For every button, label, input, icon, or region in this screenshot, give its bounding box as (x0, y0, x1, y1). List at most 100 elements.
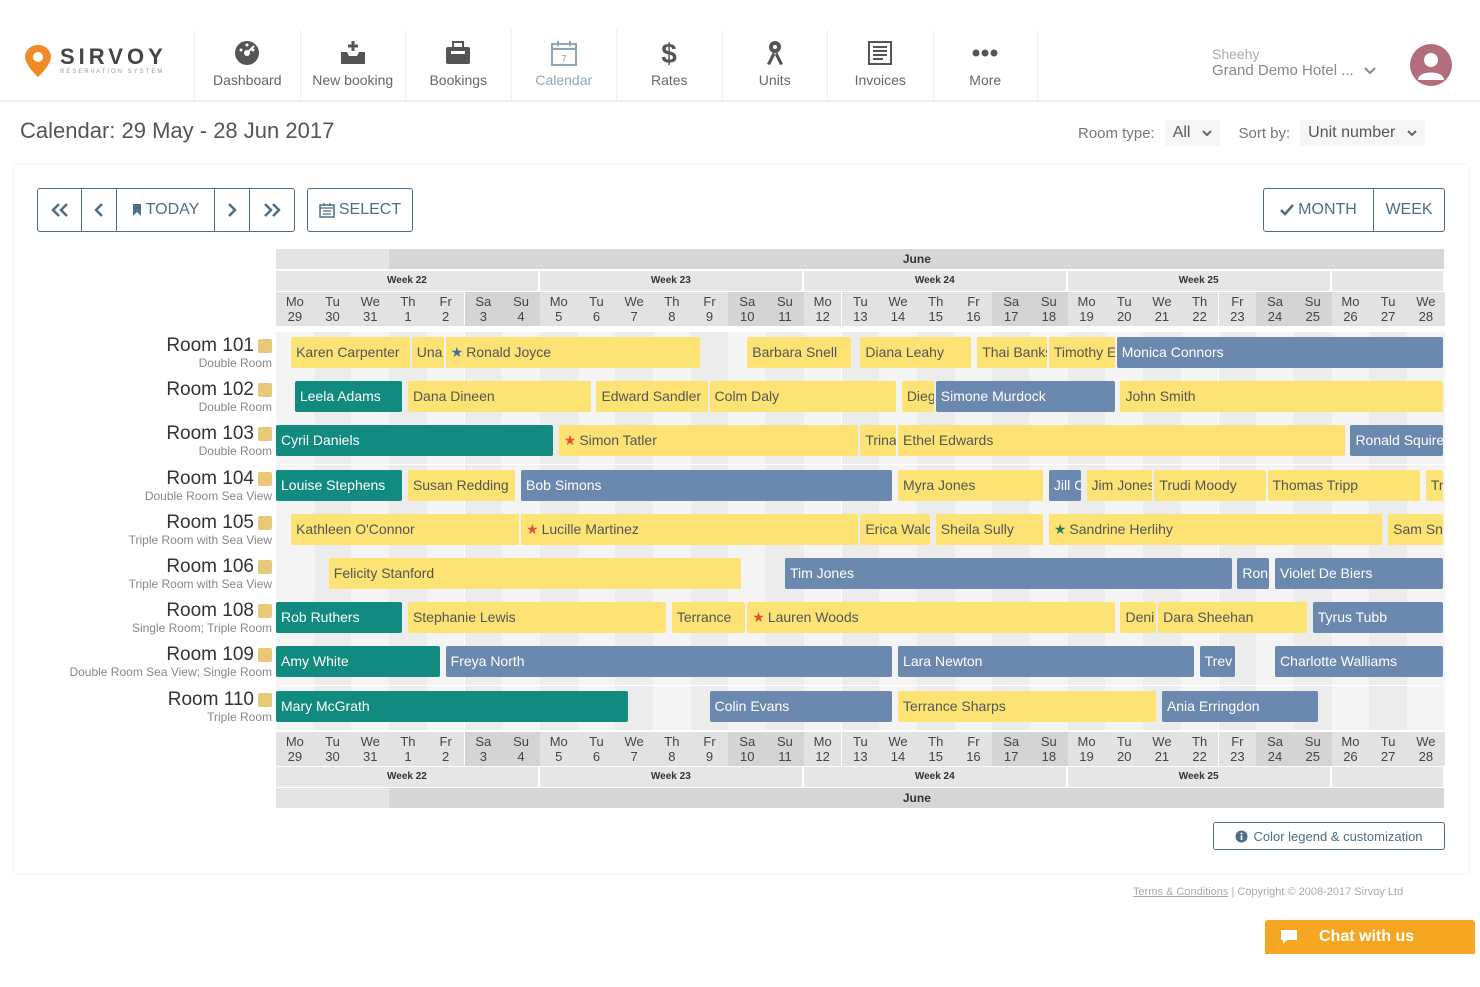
day-header[interactable]: Tu 27 (1369, 292, 1407, 326)
booking-bar[interactable]: John Smith (1120, 381, 1443, 413)
day-header[interactable]: Sa 3 (464, 292, 503, 326)
day-cell[interactable] (1369, 685, 1407, 730)
avatar[interactable] (1410, 44, 1452, 86)
user-menu[interactable]: Sheehy Grand Demo Hotel ... (1212, 46, 1392, 79)
booking-bar[interactable]: Leela Adams (294, 381, 403, 413)
day-header[interactable]: We 14 (879, 731, 917, 766)
booking-bar[interactable]: Sam Sn (1388, 513, 1443, 545)
booking-bar[interactable]: ★ Lucille Martinez (521, 513, 859, 545)
day-header[interactable]: We 7 (615, 731, 653, 766)
booking-bar[interactable]: Susan Redding (407, 469, 516, 501)
day-header[interactable]: Su 25 (1293, 292, 1332, 326)
nav-invoices[interactable]: Invoices (827, 30, 933, 102)
booking-bar[interactable]: Sheila Sully (935, 513, 1044, 545)
booking-bar[interactable]: Jill C (1048, 469, 1081, 501)
day-header[interactable]: Sa 10 (728, 292, 767, 326)
day-header[interactable]: Mo 29 (276, 731, 314, 766)
nav-new-booking[interactable]: New booking (299, 30, 406, 102)
day-header[interactable]: Fr 16 (954, 292, 993, 326)
day-header[interactable]: Su 11 (766, 292, 804, 326)
edit-icon[interactable] (258, 383, 272, 398)
day-header[interactable]: Th 15 (916, 731, 955, 766)
day-header[interactable]: We 31 (351, 292, 390, 326)
booking-bar[interactable]: Ron (1237, 558, 1270, 589)
booking-bar[interactable]: Colm Daly (709, 381, 897, 413)
booking-bar[interactable]: Felicity Stanford (328, 558, 742, 589)
booking-bar[interactable]: Violet De Biers (1275, 558, 1443, 589)
day-header[interactable]: Fr 2 (426, 731, 465, 766)
day-cell[interactable] (1331, 685, 1370, 730)
booking-bar[interactable]: Trudi Moody (1154, 469, 1266, 501)
day-header[interactable]: We 14 (879, 292, 917, 326)
day-header[interactable]: Su 18 (1030, 292, 1068, 326)
day-header[interactable]: Th 1 (389, 731, 427, 766)
day-header[interactable]: Th 8 (653, 292, 691, 326)
booking-bar[interactable]: Ethel Edwards (898, 425, 1345, 457)
booking-bar[interactable]: Barbara Snell (747, 337, 851, 368)
nav-dashboard[interactable]: Dashboard (194, 30, 300, 102)
booking-bar[interactable]: Karen Carpenter (291, 337, 410, 368)
booking-bar[interactable]: ★ Ronald Joyce (445, 337, 700, 368)
day-cell[interactable] (653, 685, 691, 730)
booking-bar[interactable]: Thomas Tripp (1267, 469, 1421, 501)
edit-icon[interactable] (258, 692, 272, 707)
month-view-button[interactable]: MONTH (1264, 189, 1374, 231)
chat-button[interactable]: Chat with us (1265, 920, 1475, 954)
today-button[interactable]: TODAY (117, 189, 215, 231)
day-header[interactable]: Tu 27 (1369, 731, 1407, 766)
booking-bar[interactable]: Mary McGrath (276, 690, 629, 722)
booking-bar[interactable]: Tim Jones (784, 558, 1232, 589)
day-header[interactable]: We 28 (1407, 731, 1445, 766)
booking-bar[interactable]: Tyrus Tubb (1312, 602, 1443, 634)
edit-icon[interactable] (258, 560, 272, 574)
day-header[interactable]: Fr 2 (426, 292, 465, 326)
room-type-select[interactable]: All (1164, 120, 1221, 146)
day-header[interactable]: Fr 9 (690, 731, 729, 766)
day-header[interactable]: Mo 5 (539, 731, 578, 766)
booking-bar[interactable]: Terrance Sharps (898, 690, 1157, 722)
booking-bar[interactable]: ★ Lauren Woods (747, 602, 1115, 634)
booking-bar[interactable]: Louise Stephens (276, 469, 403, 501)
day-header[interactable]: Sa 24 (1256, 292, 1294, 326)
booking-bar[interactable]: Erica Walc (860, 513, 930, 545)
edit-icon[interactable] (258, 427, 272, 442)
day-header[interactable]: Th 15 (916, 292, 955, 326)
edit-icon[interactable] (258, 471, 272, 486)
edit-icon[interactable] (258, 604, 272, 619)
color-legend-button[interactable]: Color legend & customization (1213, 822, 1445, 850)
day-header[interactable]: We 28 (1407, 292, 1445, 326)
day-header[interactable]: Tu 13 (841, 731, 880, 766)
day-header[interactable]: Su 25 (1293, 731, 1332, 766)
day-header[interactable]: Sa 17 (992, 731, 1030, 766)
day-header[interactable]: Su 18 (1030, 731, 1068, 766)
day-header[interactable]: Su 11 (766, 731, 804, 766)
day-cell[interactable] (1407, 685, 1445, 730)
booking-bar[interactable]: Thai Banks (977, 337, 1047, 368)
day-header[interactable]: Tu 6 (577, 731, 616, 766)
booking-bar[interactable]: Amy White (276, 646, 440, 678)
sirvoy-logo[interactable]: SIRVOY RESERVATION SYSTEM (24, 44, 167, 78)
booking-bar[interactable]: Edward Sandler (596, 381, 708, 413)
previous-month-button[interactable] (38, 189, 82, 231)
booking-bar[interactable]: Colin Evans (709, 690, 893, 722)
booking-bar[interactable]: Charlotte Walliams (1275, 646, 1443, 678)
select-button[interactable]: SELECT (308, 189, 412, 231)
day-header[interactable]: Mo 19 (1067, 731, 1106, 766)
booking-bar[interactable]: Diana Leahy (860, 337, 972, 368)
day-header[interactable]: Th 22 (1180, 731, 1219, 766)
day-header[interactable]: Tu 20 (1105, 292, 1144, 326)
day-header[interactable]: We 7 (615, 292, 653, 326)
booking-bar[interactable]: Kathleen O'Connor (291, 513, 520, 545)
booking-bar[interactable]: Cyril Daniels (276, 425, 553, 457)
booking-bar[interactable]: Myra Jones (898, 469, 1044, 501)
day-header[interactable]: Sa 3 (464, 731, 503, 766)
booking-bar[interactable]: ★ Simon Tatler (558, 425, 859, 457)
day-header[interactable]: Mo 26 (1331, 731, 1370, 766)
booking-bar[interactable]: Monica Connors (1116, 337, 1443, 368)
day-header[interactable]: Tu 20 (1105, 731, 1144, 766)
terms-link[interactable]: Terms & Conditions (1133, 886, 1229, 898)
day-header[interactable]: We 21 (1143, 731, 1181, 766)
day-header[interactable]: Su 4 (502, 731, 540, 766)
hotel-selector[interactable]: Grand Demo Hotel ... (1212, 62, 1392, 79)
day-header[interactable]: Mo 12 (803, 292, 842, 326)
